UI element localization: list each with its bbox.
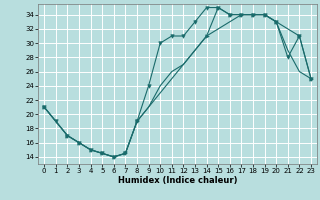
X-axis label: Humidex (Indice chaleur): Humidex (Indice chaleur) [118,176,237,185]
